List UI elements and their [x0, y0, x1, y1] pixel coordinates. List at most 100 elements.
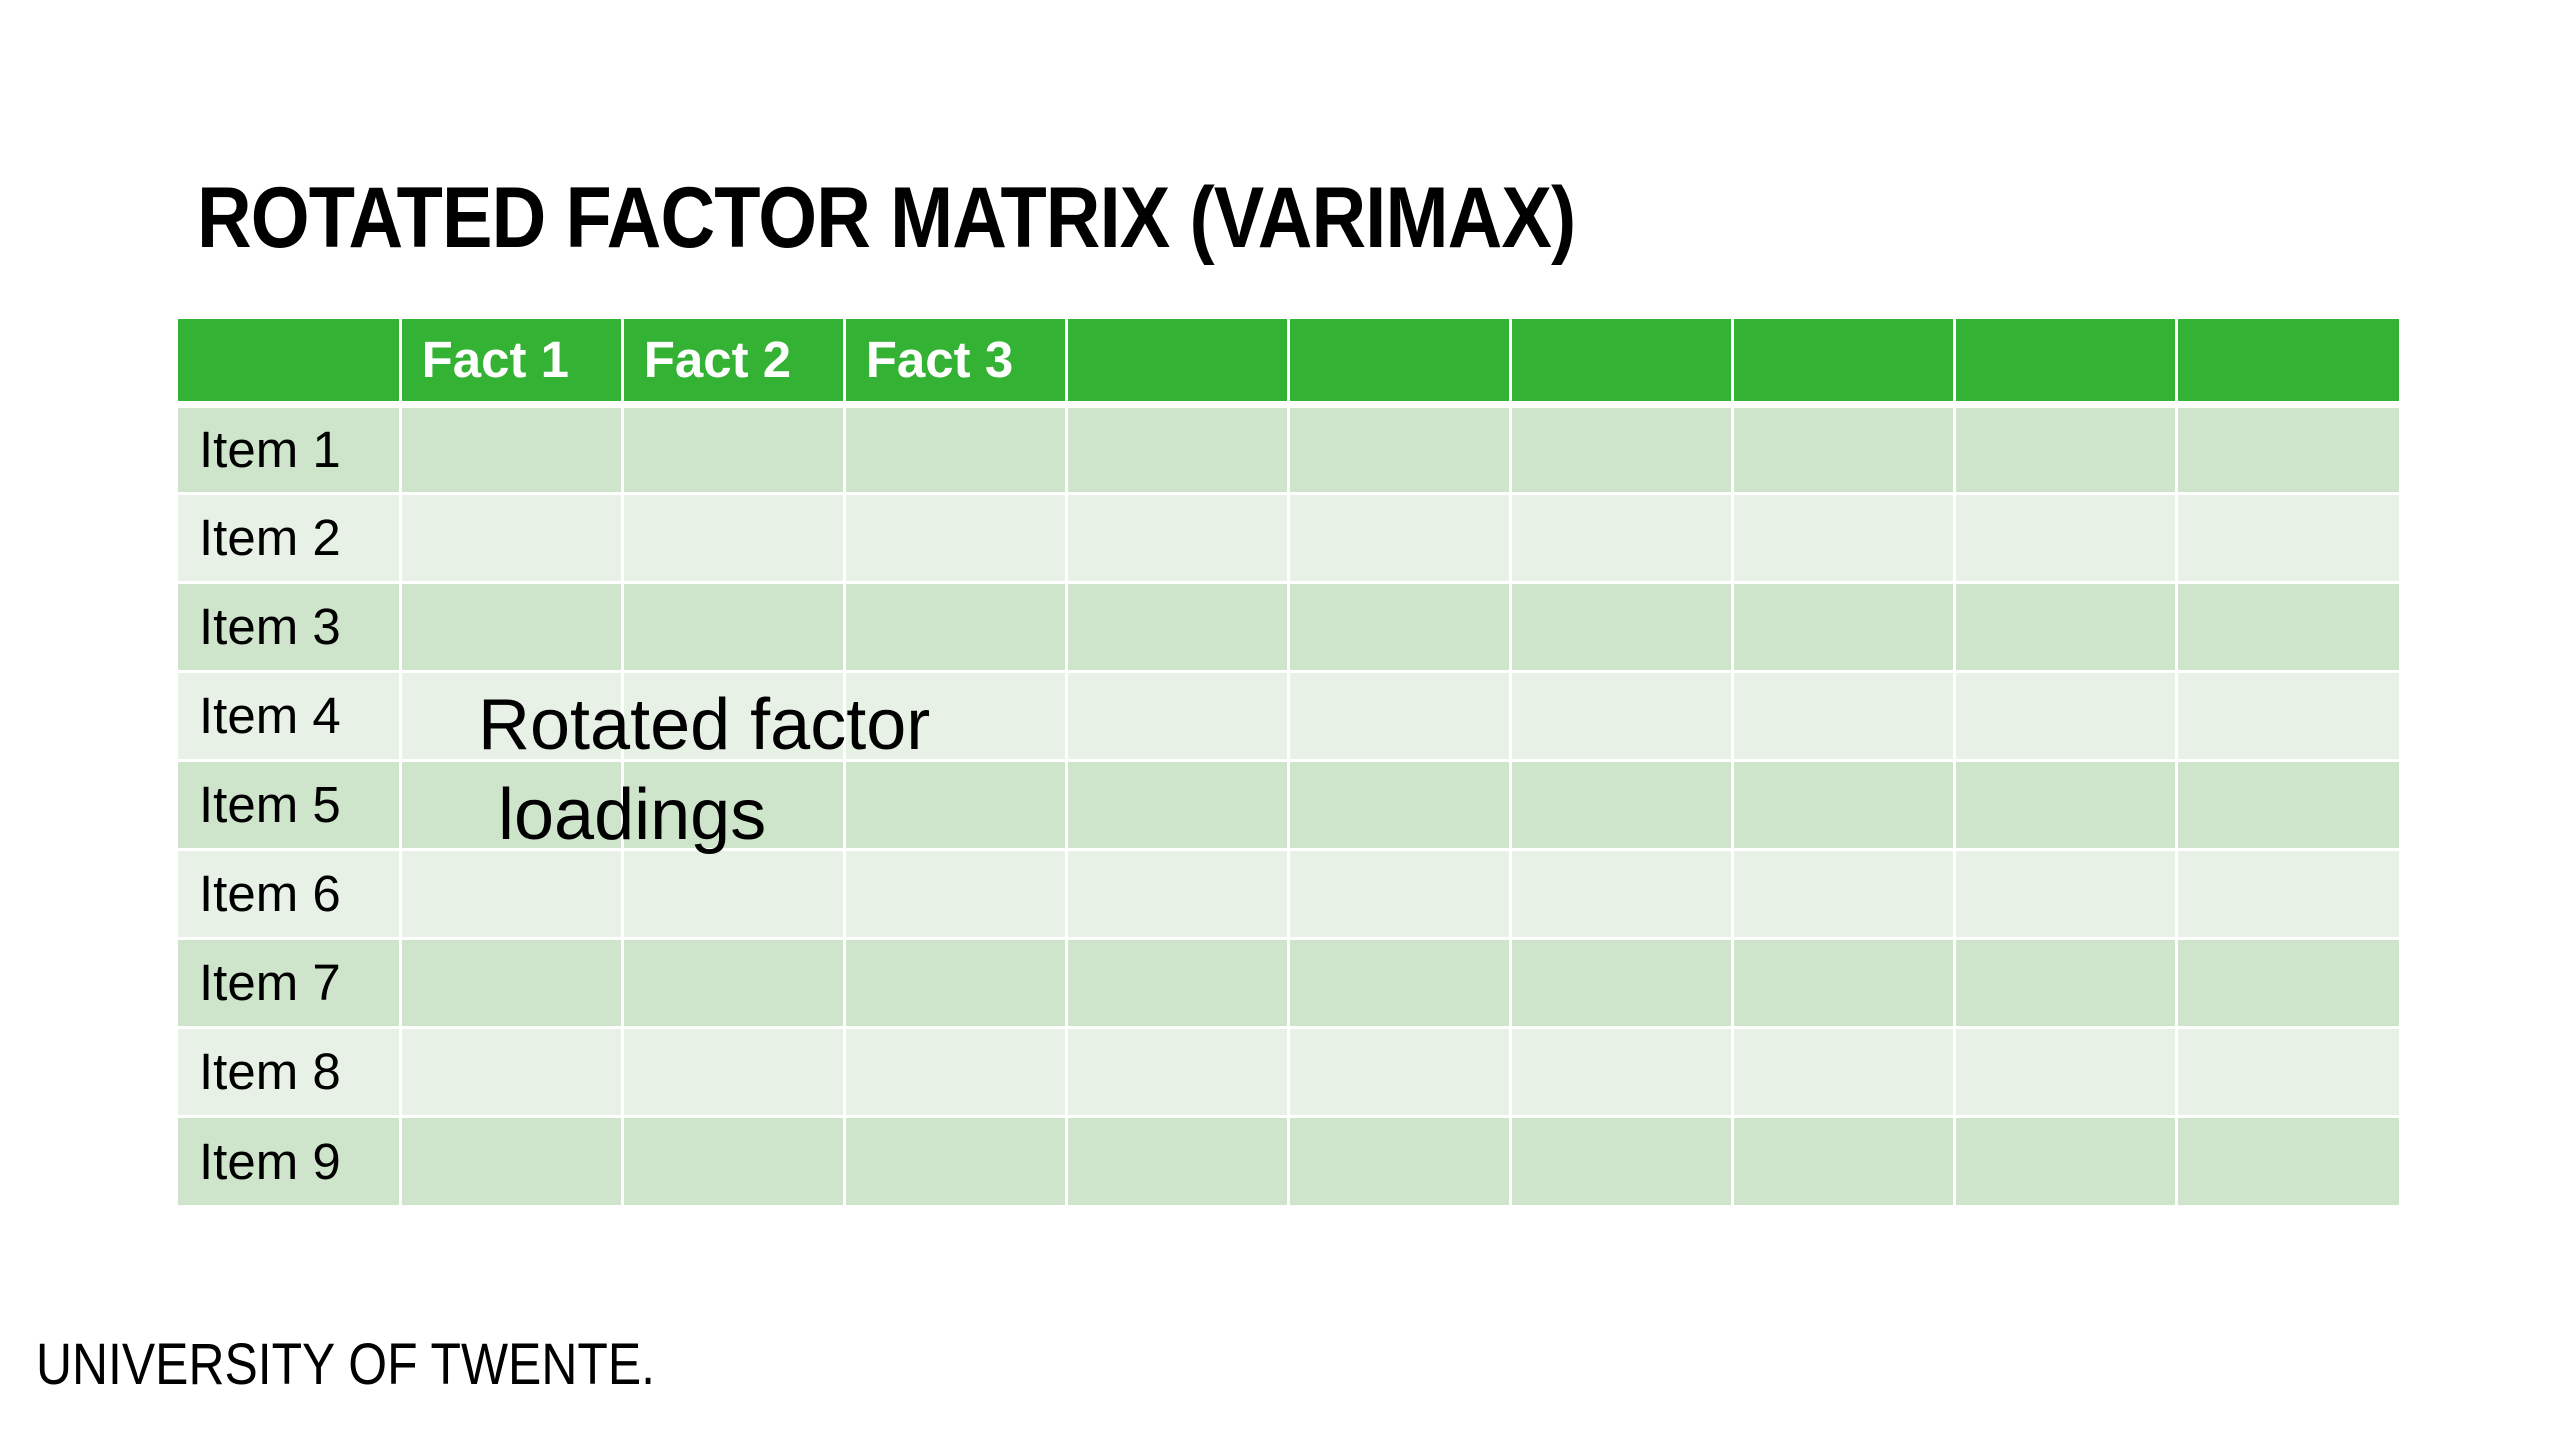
header-cell-empty	[1286, 319, 1513, 408]
loading-cell	[2175, 493, 2399, 584]
loading-cell	[620, 582, 846, 673]
row-label: Item 7	[178, 938, 402, 1029]
loading-cell	[1064, 938, 1290, 1029]
loading-cell	[2175, 1027, 2399, 1118]
table-row: Item 8	[178, 1027, 2399, 1118]
loading-cell	[1953, 582, 2179, 673]
loading-cell	[842, 1027, 1068, 1118]
loading-cell	[1731, 849, 1957, 940]
table-row: Item 4	[178, 671, 2399, 762]
table-body: Item 1 Item 2 Item 3 Item 4 Item 5 Item 6 Item…	[178, 404, 2399, 1205]
loading-cell	[620, 760, 846, 851]
loading-cell	[1953, 1116, 2179, 1205]
header-cell-fact-2: Fact 2	[620, 319, 846, 408]
loading-cell	[1286, 404, 1513, 495]
row-label: Item 3	[178, 582, 402, 673]
loading-cell	[620, 671, 846, 762]
loading-cell	[1064, 404, 1290, 495]
loading-cell	[398, 1027, 624, 1118]
loading-cell	[1953, 493, 2179, 584]
loading-cell	[1064, 1027, 1290, 1118]
loading-cell	[1731, 1027, 1957, 1118]
loading-cell	[842, 1116, 1068, 1205]
header-cell-fact-1: Fact 1	[398, 319, 624, 408]
loading-cell	[1064, 760, 1290, 851]
header-cell-empty	[1731, 319, 1957, 408]
loading-cell	[2175, 404, 2399, 495]
loading-cell	[842, 849, 1068, 940]
table-row: Item 6	[178, 849, 2399, 940]
table-header-row: Fact 1 Fact 2 Fact 3	[178, 319, 2399, 408]
loading-cell	[620, 849, 846, 940]
loading-cell	[842, 938, 1068, 1029]
table-row: Item 7	[178, 938, 2399, 1029]
table-row: Item 9	[178, 1116, 2399, 1205]
loading-cell	[620, 404, 846, 495]
loading-cell	[1731, 1116, 1957, 1205]
loading-cell	[2175, 849, 2399, 940]
loading-cell	[2175, 1116, 2399, 1205]
loading-cell	[1286, 671, 1513, 762]
row-label: Item 9	[178, 1116, 402, 1205]
loading-cell	[620, 1116, 846, 1205]
loading-cell	[1064, 1116, 1290, 1205]
table-row: Item 1	[178, 404, 2399, 495]
row-label: Item 2	[178, 493, 402, 584]
loading-cell	[1286, 582, 1513, 673]
loading-cell	[842, 582, 1068, 673]
header-cell-empty	[1509, 319, 1735, 408]
loading-cell	[1286, 938, 1513, 1029]
loading-cell	[2175, 671, 2399, 762]
row-label: Item 1	[178, 404, 402, 495]
loading-cell	[620, 1027, 846, 1118]
loading-cell	[398, 404, 624, 495]
loading-cell	[398, 760, 624, 851]
row-label: Item 4	[178, 671, 402, 762]
row-label: Item 5	[178, 760, 402, 851]
loading-cell	[1953, 404, 2179, 495]
loading-cell	[398, 493, 624, 584]
loading-cell	[1509, 938, 1735, 1029]
loading-cell	[620, 493, 846, 584]
loading-cell	[1064, 582, 1290, 673]
loading-cell	[1731, 938, 1957, 1029]
row-label: Item 8	[178, 1027, 402, 1118]
loading-cell	[842, 671, 1068, 762]
loading-cell	[2175, 582, 2399, 673]
loading-cell	[1509, 493, 1735, 584]
loading-cell	[1509, 1116, 1735, 1205]
loading-cell	[1286, 760, 1513, 851]
loading-cell	[398, 671, 624, 762]
header-cell-corner	[178, 319, 402, 408]
loading-cell	[398, 938, 624, 1029]
loading-cell	[398, 1116, 624, 1205]
loading-cell	[1953, 760, 2179, 851]
loading-cell	[1064, 671, 1290, 762]
loading-cell	[1509, 760, 1735, 851]
loading-cell	[1509, 404, 1735, 495]
header-cell-fact-3: Fact 3	[842, 319, 1068, 408]
loading-cell	[1286, 1116, 1513, 1205]
loading-cell	[1509, 849, 1735, 940]
loading-cell	[1509, 1027, 1735, 1118]
loading-cell	[842, 760, 1068, 851]
loading-cell	[1731, 582, 1957, 673]
header-cell-empty	[2175, 319, 2399, 408]
loading-cell	[398, 582, 624, 673]
table-row: Item 2	[178, 493, 2399, 584]
rotated-factor-loadings-label: Rotated factor loadings	[478, 685, 931, 855]
header-cell-empty	[1953, 319, 2179, 408]
row-label: Item 6	[178, 849, 402, 940]
header-cell-empty	[1064, 319, 1290, 408]
loading-cell	[1286, 1027, 1513, 1118]
loading-cell	[1731, 493, 1957, 584]
loading-cell	[1731, 404, 1957, 495]
loading-cell	[1286, 493, 1513, 584]
loading-cell	[398, 849, 624, 940]
university-logo: UNIVERSITY OF TWENTE.	[36, 1332, 655, 1397]
loading-cell	[1509, 582, 1735, 673]
loading-cell	[1731, 760, 1957, 851]
loading-cell	[1509, 671, 1735, 762]
loading-cell	[1731, 671, 1957, 762]
